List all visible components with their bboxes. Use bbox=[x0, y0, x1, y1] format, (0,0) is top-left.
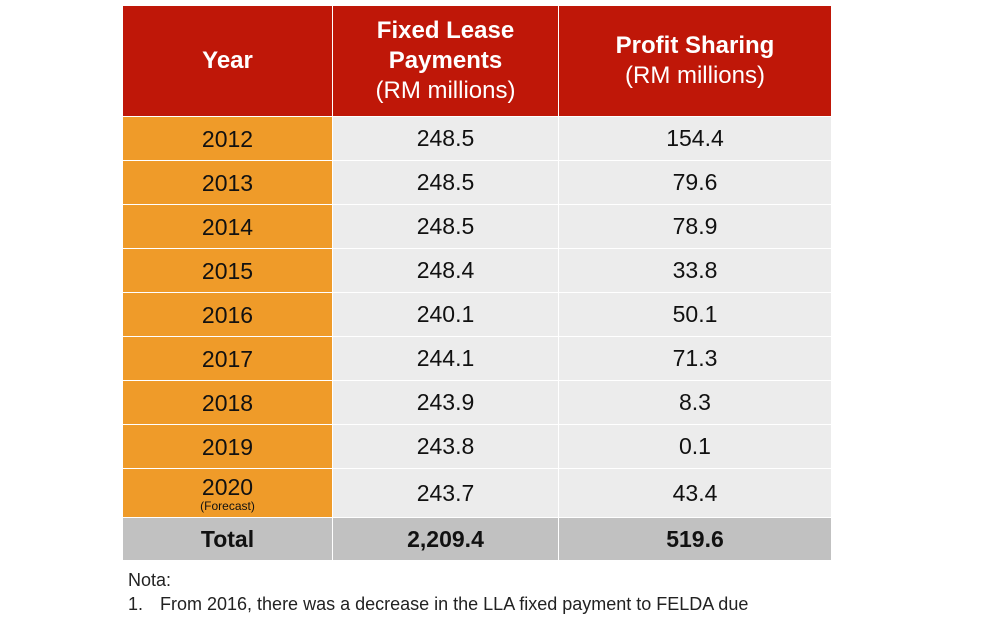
table-row: 2012 248.5 154.4 bbox=[122, 116, 832, 161]
profit-sharing-cell: 154.4 bbox=[558, 116, 832, 161]
fixed-lease-cell: 243.8 bbox=[332, 424, 559, 469]
header-fixed-lease-line2: Payments bbox=[388, 47, 503, 74]
year-cell: 2015 bbox=[122, 248, 333, 293]
table-footer: Total 2,209.4 519.6 bbox=[122, 517, 832, 561]
table-row: 2019 243.8 0.1 bbox=[122, 424, 832, 469]
header-year-label: Year bbox=[202, 47, 253, 74]
table-row: 2018 243.9 8.3 bbox=[122, 380, 832, 425]
year-value: 2015 bbox=[201, 257, 254, 284]
profit-sharing-cell: 78.9 bbox=[558, 204, 832, 249]
year-cell: 2020 (Forecast) bbox=[122, 468, 333, 518]
profit-sharing-cell: 8.3 bbox=[558, 380, 832, 425]
fixed-lease-cell: 243.9 bbox=[332, 380, 559, 425]
header-year: Year bbox=[122, 5, 333, 117]
note-text: From 2016, there was a decrease in the L… bbox=[160, 594, 749, 614]
profit-sharing-cell: 33.8 bbox=[558, 248, 832, 293]
table-header: Year Fixed Lease Payments (RM millions) … bbox=[122, 5, 832, 117]
year-cell: 2013 bbox=[122, 160, 333, 205]
profit-sharing-cell: 50.1 bbox=[558, 292, 832, 337]
fixed-lease-cell: 244.1 bbox=[332, 336, 559, 381]
fixed-lease-cell: 248.5 bbox=[332, 116, 559, 161]
year-value: 2020 bbox=[201, 473, 254, 500]
table-row: 2020 (Forecast) 243.7 43.4 bbox=[122, 468, 832, 518]
profit-sharing-cell: 0.1 bbox=[558, 424, 832, 469]
fixed-lease-cell: 248.5 bbox=[332, 160, 559, 205]
year-cell: 2018 bbox=[122, 380, 333, 425]
notes-title: Nota: bbox=[128, 570, 172, 590]
year-value: 2017 bbox=[201, 345, 254, 372]
table-row: 2014 248.5 78.9 bbox=[122, 204, 832, 249]
header-row: Year Fixed Lease Payments (RM millions) … bbox=[122, 5, 832, 117]
table-row: 2015 248.4 33.8 bbox=[122, 248, 832, 293]
table-body: 2012 248.5 154.4 2013 248.5 79.6 2014 24… bbox=[122, 116, 832, 518]
table-row: 2016 240.1 50.1 bbox=[122, 292, 832, 337]
fixed-lease-cell: 240.1 bbox=[332, 292, 559, 337]
year-value: 2018 bbox=[201, 389, 254, 416]
total-row: Total 2,209.4 519.6 bbox=[122, 517, 832, 561]
year-cell: 2012 bbox=[122, 116, 333, 161]
total-fixed-lease: 2,209.4 bbox=[332, 517, 559, 561]
year-value: 2014 bbox=[201, 213, 254, 240]
header-fixed-lease-line1: Fixed Lease bbox=[376, 17, 515, 44]
header-profit-sharing: Profit Sharing (RM millions) bbox=[558, 5, 832, 117]
header-profit-sharing-label: Profit Sharing bbox=[615, 32, 775, 59]
notes-section: Nota: 1. From 2016, there was a decrease … bbox=[128, 568, 748, 616]
header-fixed-lease: Fixed Lease Payments (RM millions) bbox=[332, 5, 559, 117]
profit-sharing-cell: 71.3 bbox=[558, 336, 832, 381]
note-item: 1. From 2016, there was a decrease in the… bbox=[128, 592, 748, 616]
lease-payments-table: Year Fixed Lease Payments (RM millions) … bbox=[122, 5, 832, 561]
year-cell: 2019 bbox=[122, 424, 333, 469]
note-number: 1. bbox=[128, 594, 144, 614]
table-row: 2013 248.5 79.6 bbox=[122, 160, 832, 205]
table-row: 2017 244.1 71.3 bbox=[122, 336, 832, 381]
forecast-note: (Forecast) bbox=[200, 498, 255, 513]
year-value: 2013 bbox=[201, 169, 254, 196]
fixed-lease-cell: 248.4 bbox=[332, 248, 559, 293]
fixed-lease-cell: 243.7 bbox=[332, 468, 559, 518]
header-fixed-lease-unit: (RM millions) bbox=[375, 77, 516, 104]
year-cell: 2017 bbox=[122, 336, 333, 381]
fixed-lease-cell: 248.5 bbox=[332, 204, 559, 249]
profit-sharing-cell: 79.6 bbox=[558, 160, 832, 205]
year-value: 2016 bbox=[201, 301, 254, 328]
year-value: 2019 bbox=[201, 433, 254, 460]
lease-table-container: Year Fixed Lease Payments (RM millions) … bbox=[122, 5, 832, 561]
profit-sharing-cell: 43.4 bbox=[558, 468, 832, 518]
total-profit-sharing: 519.6 bbox=[558, 517, 832, 561]
year-cell: 2014 bbox=[122, 204, 333, 249]
year-value: 2012 bbox=[201, 125, 254, 152]
total-label: Total bbox=[122, 517, 333, 561]
year-cell: 2016 bbox=[122, 292, 333, 337]
header-profit-sharing-unit: (RM millions) bbox=[625, 62, 765, 89]
